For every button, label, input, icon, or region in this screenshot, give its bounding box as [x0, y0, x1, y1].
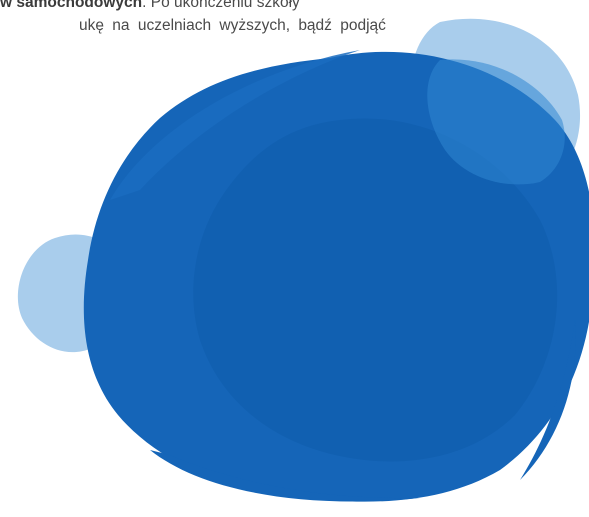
brush-streak-1 — [110, 50, 360, 200]
line-1-rest: . Po ukończeniu szkoły — [142, 0, 300, 11]
bold-phrase: w samochodowych — [0, 0, 143, 11]
brush-streak-3 — [520, 320, 576, 480]
text-line-1: w samochodowych. Po ukończeniu szkoły — [0, 0, 470, 14]
brush-streak-2 — [150, 450, 420, 502]
light-overlap — [427, 59, 565, 185]
body-paragraph: w samochodowych. Po ukończeniu szkoły uk… — [0, 0, 470, 37]
text-line-2: ukę na uczelniach wyższych, bądź podjąć — [79, 17, 386, 34]
main-blob-shade — [193, 118, 558, 462]
